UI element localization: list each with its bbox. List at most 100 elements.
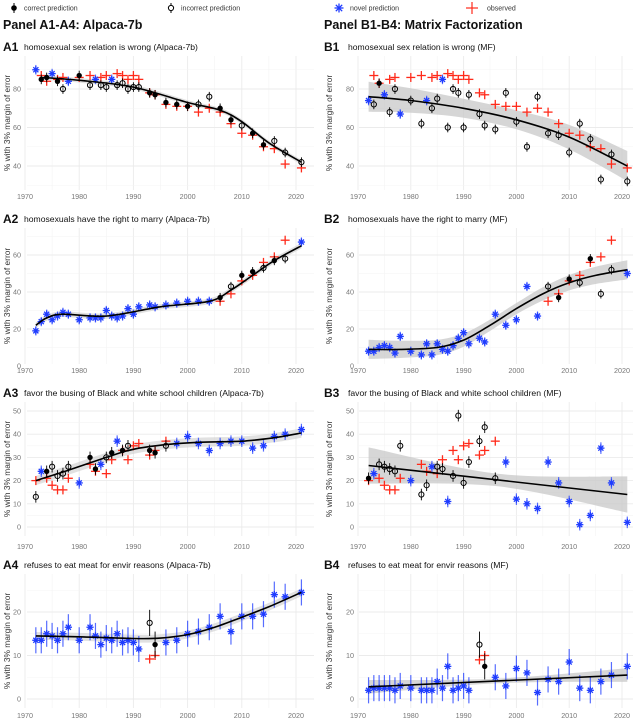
x-tick-label: 1970 bbox=[350, 366, 366, 375]
observed-point bbox=[134, 438, 144, 448]
novel-point bbox=[428, 350, 436, 360]
open-circle bbox=[32, 493, 39, 500]
observed-point bbox=[58, 485, 68, 495]
incorrect-point bbox=[418, 118, 425, 129]
x-tick-label: 1980 bbox=[71, 366, 87, 375]
asterisk-stroke bbox=[444, 663, 451, 670]
novel-point bbox=[555, 668, 563, 695]
confidence-band bbox=[368, 260, 628, 359]
asterisk-stroke bbox=[502, 459, 509, 466]
fit-line bbox=[368, 674, 628, 688]
open-circle bbox=[124, 442, 132, 449]
asterisk-stroke bbox=[597, 678, 604, 685]
open-circle bbox=[423, 482, 430, 489]
observed-point bbox=[432, 71, 442, 81]
open-circle bbox=[492, 126, 499, 133]
observed-point bbox=[533, 103, 543, 113]
y-tick-label: 20 bbox=[13, 476, 21, 485]
points bbox=[31, 423, 306, 503]
asterisk-stroke bbox=[555, 479, 562, 486]
fit-line bbox=[35, 245, 302, 326]
open-circle bbox=[391, 468, 399, 475]
novel-point bbox=[586, 509, 594, 522]
x-tick-label: 2020 bbox=[288, 711, 304, 720]
novel-point bbox=[460, 328, 468, 338]
x-tick-label: 1990 bbox=[125, 711, 141, 720]
novel-point bbox=[444, 495, 452, 508]
novel-point bbox=[523, 498, 531, 510]
asterisk-stroke bbox=[38, 637, 45, 644]
confidence-band bbox=[35, 428, 302, 486]
novel-point bbox=[59, 620, 67, 647]
observed-point bbox=[369, 71, 379, 81]
novel-point bbox=[523, 281, 531, 292]
asterisk-stroke bbox=[298, 426, 305, 433]
asterisk-stroke bbox=[135, 303, 142, 310]
open-circle bbox=[271, 137, 278, 145]
panel-title: homosexuals have the right to marry (MF) bbox=[348, 214, 508, 224]
asterisk-stroke bbox=[119, 313, 126, 320]
correct-point bbox=[87, 451, 93, 464]
section-title-a: Panel A1-A4: Alpaca-7b bbox=[3, 18, 143, 32]
open-circle bbox=[397, 442, 404, 449]
observed-point bbox=[480, 90, 490, 100]
novel-point bbox=[475, 333, 484, 343]
observed-point bbox=[622, 163, 632, 173]
asterisk-stroke bbox=[87, 624, 94, 631]
observed-point bbox=[437, 455, 447, 465]
y-axis-label: % with 3% margin of error bbox=[2, 421, 12, 518]
correct-point bbox=[92, 463, 99, 475]
novel-point bbox=[270, 581, 278, 608]
observed-point bbox=[443, 69, 453, 79]
novel-point bbox=[555, 477, 563, 489]
asterisk-stroke bbox=[513, 316, 520, 323]
novel-point bbox=[113, 435, 121, 447]
panel-title: refuses to eat meat for envir reasons (A… bbox=[24, 560, 211, 570]
incorrect-point bbox=[534, 91, 541, 102]
novel-point bbox=[249, 603, 257, 630]
asterisk-stroke bbox=[576, 521, 583, 528]
observed-point bbox=[522, 107, 532, 117]
y-tick-label: 0 bbox=[17, 362, 21, 371]
incorrect-point bbox=[449, 84, 457, 94]
legend-label: novel prediction bbox=[350, 6, 399, 13]
open-circle bbox=[282, 255, 289, 262]
observed-point bbox=[464, 74, 474, 84]
open-circle bbox=[418, 491, 425, 498]
y-tick-label: 50 bbox=[13, 407, 21, 416]
filled-circle bbox=[566, 276, 572, 282]
novel-point bbox=[32, 326, 40, 336]
novel-point bbox=[259, 440, 268, 452]
x-tick-label: 2010 bbox=[234, 366, 250, 375]
novel-point bbox=[249, 442, 257, 454]
incorrect-point bbox=[423, 479, 430, 492]
incorrect-point bbox=[391, 84, 399, 94]
open-circle bbox=[238, 122, 245, 129]
asterisk-stroke bbox=[418, 351, 425, 358]
x-tick-label: 2000 bbox=[180, 366, 196, 375]
filled-circle-icon bbox=[11, 5, 17, 11]
incorrect-point bbox=[65, 460, 72, 473]
open-circle bbox=[49, 463, 56, 470]
incorrect-point bbox=[397, 440, 404, 452]
y-axis-label: % with 3% margin of error bbox=[2, 75, 12, 172]
y-tick-label: 0 bbox=[350, 523, 354, 532]
incorrect-point bbox=[124, 440, 132, 452]
panel-tag: B2 bbox=[324, 212, 340, 226]
asterisk-stroke bbox=[130, 639, 137, 646]
observed-point bbox=[47, 480, 57, 490]
incorrect-point bbox=[418, 488, 425, 501]
x-tick-label: 1970 bbox=[350, 711, 366, 720]
novel-point bbox=[565, 648, 573, 676]
filled-circle bbox=[54, 78, 61, 85]
asterisk-stroke bbox=[455, 335, 462, 342]
observed-point bbox=[145, 654, 155, 664]
points bbox=[364, 631, 631, 706]
observed-point bbox=[575, 130, 585, 140]
filled-circle bbox=[76, 72, 82, 79]
asterisk-stroke bbox=[428, 463, 435, 470]
observed-point bbox=[474, 88, 484, 98]
x-tick-label: 1970 bbox=[350, 192, 366, 201]
open-circle bbox=[386, 109, 393, 116]
novel-point bbox=[533, 679, 542, 706]
